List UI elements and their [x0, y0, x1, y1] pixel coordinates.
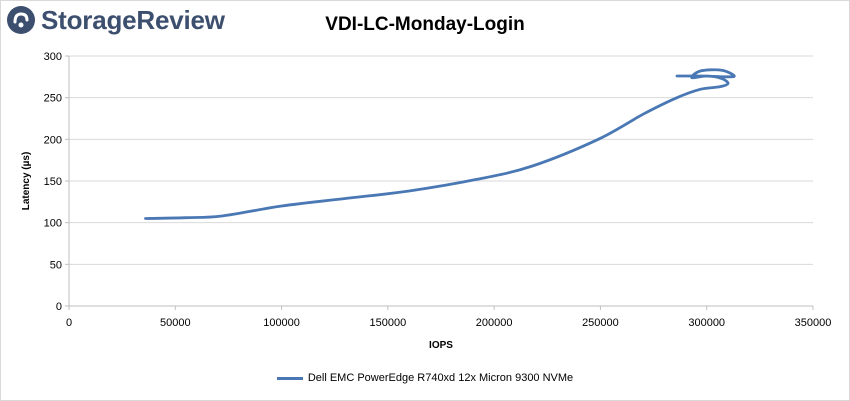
legend-label: Dell EMC PowerEdge R740xd 12x Micron 930… — [307, 372, 574, 384]
y-tick-label: 50 — [50, 259, 62, 271]
y-tick-label: 150 — [44, 176, 62, 188]
y-tick-label: 250 — [44, 93, 62, 105]
x-tick-label: 350000 — [795, 317, 832, 329]
chart-title: VDI-LC-Monday-Login — [325, 14, 525, 35]
x-tick-label: 250000 — [582, 317, 619, 329]
x-axis-title: IOPS — [429, 340, 453, 351]
y-tick-label: 300 — [44, 51, 62, 63]
y-tick-label: 200 — [44, 134, 62, 146]
y-axis-title: Latency (µs) — [21, 152, 32, 211]
brand-name: StorageReview — [41, 4, 225, 35]
series-line — [144, 68, 736, 220]
storagereview-logo-icon — [7, 6, 35, 34]
y-tick-label: 0 — [56, 301, 62, 313]
x-tick-label: 300000 — [688, 317, 725, 329]
x-tick-label: 100000 — [263, 317, 300, 329]
x-tick-label: 0 — [66, 317, 72, 329]
legend-swatch — [276, 376, 303, 380]
x-tick-label: 150000 — [369, 317, 406, 329]
x-tick-label: 50000 — [160, 317, 191, 329]
y-tick-label: 100 — [44, 218, 62, 230]
x-tick-label: 200000 — [476, 317, 513, 329]
chart-legend: Dell EMC PowerEdge R740xd 12x Micron 930… — [0, 372, 850, 384]
brand-logo: StorageReview — [6, 3, 225, 37]
